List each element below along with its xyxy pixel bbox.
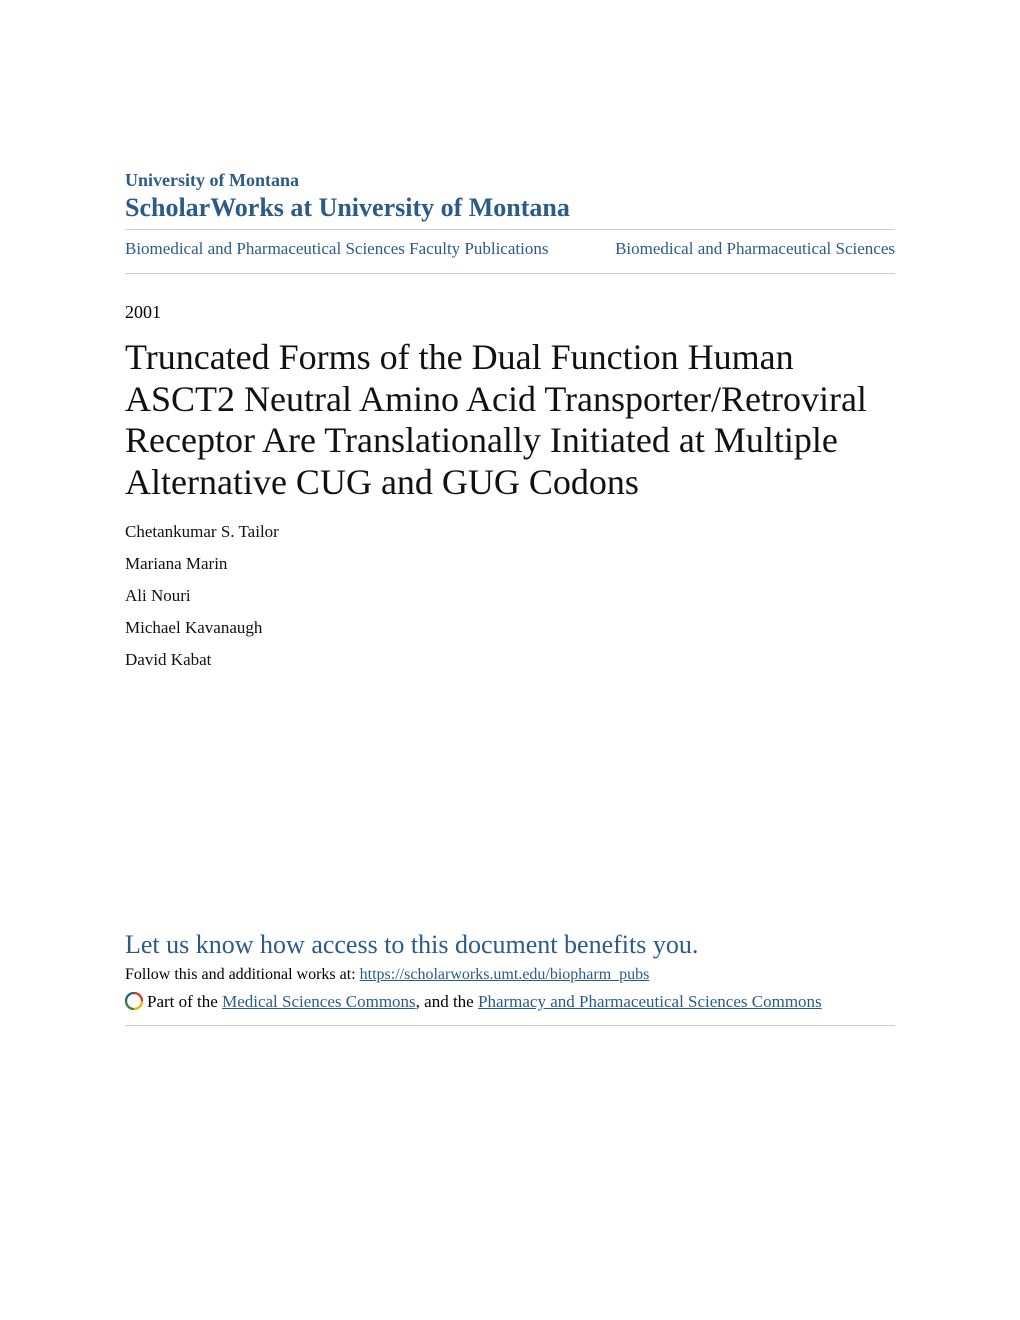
follow-url-link[interactable]: https://scholarworks.umt.edu/biopharm_pu… [360, 966, 650, 983]
divider [125, 273, 895, 274]
author: Chetankumar S. Tailor [125, 522, 895, 542]
department-link[interactable]: Biomedical and Pharmaceutical Sciences [615, 239, 895, 259]
partof-prefix: Part of the [147, 992, 222, 1011]
follow-line: Follow this and additional works at: htt… [125, 966, 895, 984]
publication-year: 2001 [125, 302, 895, 323]
footer: Let us know how access to this document … [125, 930, 895, 1026]
author-list: Chetankumar S. Tailor Mariana Marin Ali … [125, 522, 895, 670]
author: David Kabat [125, 650, 895, 670]
follow-prefix: Follow this and additional works at: [125, 966, 360, 983]
network-icon [125, 992, 143, 1010]
partof-line: Part of the Medical Sciences Commons, an… [125, 990, 895, 1015]
header: University of Montana ScholarWorks at Un… [125, 170, 895, 274]
institution-name: University of Montana [125, 170, 895, 191]
paper-title: Truncated Forms of the Dual Function Hum… [125, 337, 895, 504]
author: Michael Kavanaugh [125, 618, 895, 638]
access-benefits-link[interactable]: Let us know how access to this document … [125, 930, 895, 960]
repository-name[interactable]: ScholarWorks at University of Montana [125, 193, 895, 229]
commons-link-pharmacy[interactable]: Pharmacy and Pharmaceutical Sciences Com… [478, 992, 822, 1011]
commons-link-medical[interactable]: Medical Sciences Commons [222, 992, 416, 1011]
author: Mariana Marin [125, 554, 895, 574]
breadcrumb: Biomedical and Pharmaceutical Sciences F… [125, 230, 895, 273]
author: Ali Nouri [125, 586, 895, 606]
divider [125, 1025, 895, 1026]
collection-link[interactable]: Biomedical and Pharmaceutical Sciences F… [125, 238, 548, 261]
partof-mid: , and the [416, 992, 478, 1011]
